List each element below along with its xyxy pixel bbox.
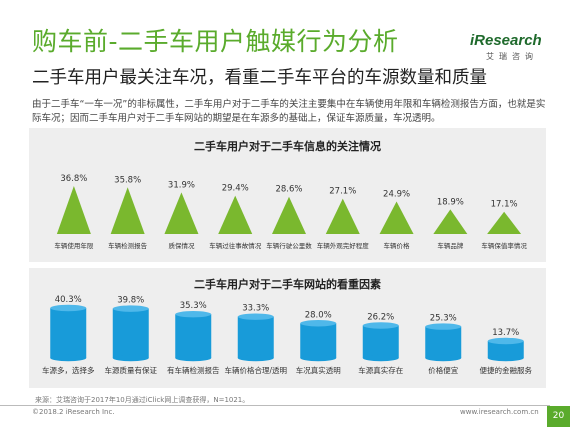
value-label: 26.2% [367,312,394,322]
bar-cylinder-body [487,341,524,358]
bar-cylinder-top [425,323,462,330]
bar-cylinder-body [425,326,462,358]
page-description: 由于二手车“一车一况”的非标属性，二手车用户对于二手车的关注主要集中在车辆使用年… [32,99,546,124]
bar-cylinder-bottom [237,354,274,362]
value-label: 25.3% [430,314,457,324]
bar-cylinder-body [175,314,212,358]
bar-cylinder-top [50,304,87,312]
bar-cylinder-bottom [50,354,87,362]
value-label: 35.8% [114,175,141,185]
category-label: 车源真实存在 [358,365,403,375]
bar-triangle [164,192,199,234]
value-label: 36.8% [60,174,87,184]
category-label: 车辆品牌 [437,241,464,250]
bar-cylinder-top [362,322,399,329]
page-number: 20 [547,406,570,427]
category-label: 车辆检测报告 [108,241,148,250]
bar-triangle [433,209,468,234]
bar-cylinder-bottom [300,354,337,362]
bar-cylinder-body [50,308,87,358]
bar-cylinder-bottom [362,354,399,362]
value-label: 40.3% [55,295,82,305]
category-label: 质保情况 [168,241,195,250]
chart-title-attention: 二手车用户对于二手车信息的关注情况 [194,140,381,153]
category-label: 车辆保值率情况 [481,241,527,250]
bar-triangle [218,195,253,234]
bar-cylinder-body [362,325,399,358]
bar-triangle [487,211,522,234]
chart-title-website: 二手车用户对于二手车网站的看重因素 [194,278,381,291]
category-label: 车辆价格合理/透明 [224,365,287,375]
website-link[interactable]: www.iresearch.com.cn [460,408,539,416]
value-label: 28.0% [305,310,332,320]
bar-cylinder-body [237,316,274,358]
category-label: 车源质量有保证 [105,365,158,375]
value-label: 35.3% [180,301,207,311]
category-label: 车辆过往事故情况 [209,241,262,250]
triangle-chart-attention: 36.8% 车辆使用年限 35.8% 车辆检测报告 31.9% 质保情况 29.4% 车辆过往… [54,174,527,250]
bar-cylinder-top [487,337,524,345]
iresearch-logo: iResearch 艾瑞咨询 [470,32,544,64]
bar-cylinder-top [237,313,274,320]
bar-cylinder-bottom [112,354,149,362]
value-label: 28.6% [275,185,302,195]
category-label: 便捷的金融服务 [480,365,533,375]
chart-panel-website: 二手车用户对于二手车网站的看重因素 40.3% 车源多，选择多 39.8% 车源质量有… [29,268,546,388]
page-subtitle: 二手车用户最关注车况，看重二手车平台的车源数量和质量 [32,68,487,88]
value-label: 29.4% [222,184,249,194]
page-title: 购车前-二手车用户触媒行为分析 [32,27,399,56]
bar-triangle [379,201,414,234]
bar-cylinder-bottom [425,354,462,362]
value-label: 24.9% [383,190,410,200]
bar-cylinder-top [300,320,337,327]
bar-cylinder-body [112,308,149,358]
category-label: 有车辆检测报告 [167,365,220,375]
cylinder-chart-website: 40.3% 车源多，选择多 39.8% 车源质量有保证 35.3% 有车辆检测报告 33.3… [42,295,533,375]
value-label: 33.3% [242,304,269,314]
value-label: 31.9% [168,180,195,190]
bar-triangle [272,196,306,234]
bar-triangle [56,186,91,234]
bar-cylinder-top [175,311,212,318]
source-note: 来源：艾瑞咨询于2017年10月通过iClick网上调查获得，N=1021。 [35,396,250,404]
copyright-text: ©2018.2 iResearch Inc. [32,408,115,416]
chart-panel-attention: 二手车用户对于二手车信息的关注情况 36.8% 车辆使用年限 35.8% 车辆检测报告… [29,128,546,262]
footer-divider [0,405,550,406]
bar-cylinder-bottom [487,354,524,362]
category-label: 车源多，选择多 [42,365,95,375]
value-label: 27.1% [329,187,356,197]
category-label: 车辆价格 [384,241,411,250]
bar-triangle [110,187,145,234]
value-label: 13.7% [492,328,519,338]
bar-cylinder-body [300,323,337,358]
bar-cylinder-top [112,305,149,312]
value-label: 17.1% [491,200,518,210]
category-label: 价格便宜 [428,365,458,375]
value-label: 39.8% [117,296,144,306]
logo-subtext: 艾瑞咨询 [486,52,538,61]
logo-wordmark: iResearch [470,32,542,49]
category-label: 车况真实透明 [296,365,341,375]
category-label: 车辆行驶公里数 [266,241,312,250]
category-label: 车辆使用年限 [54,241,94,250]
category-label: 车辆外观完好程度 [317,241,370,250]
bar-cylinder-bottom [175,354,212,362]
bar-triangle [325,198,360,234]
value-label: 18.9% [437,197,464,207]
